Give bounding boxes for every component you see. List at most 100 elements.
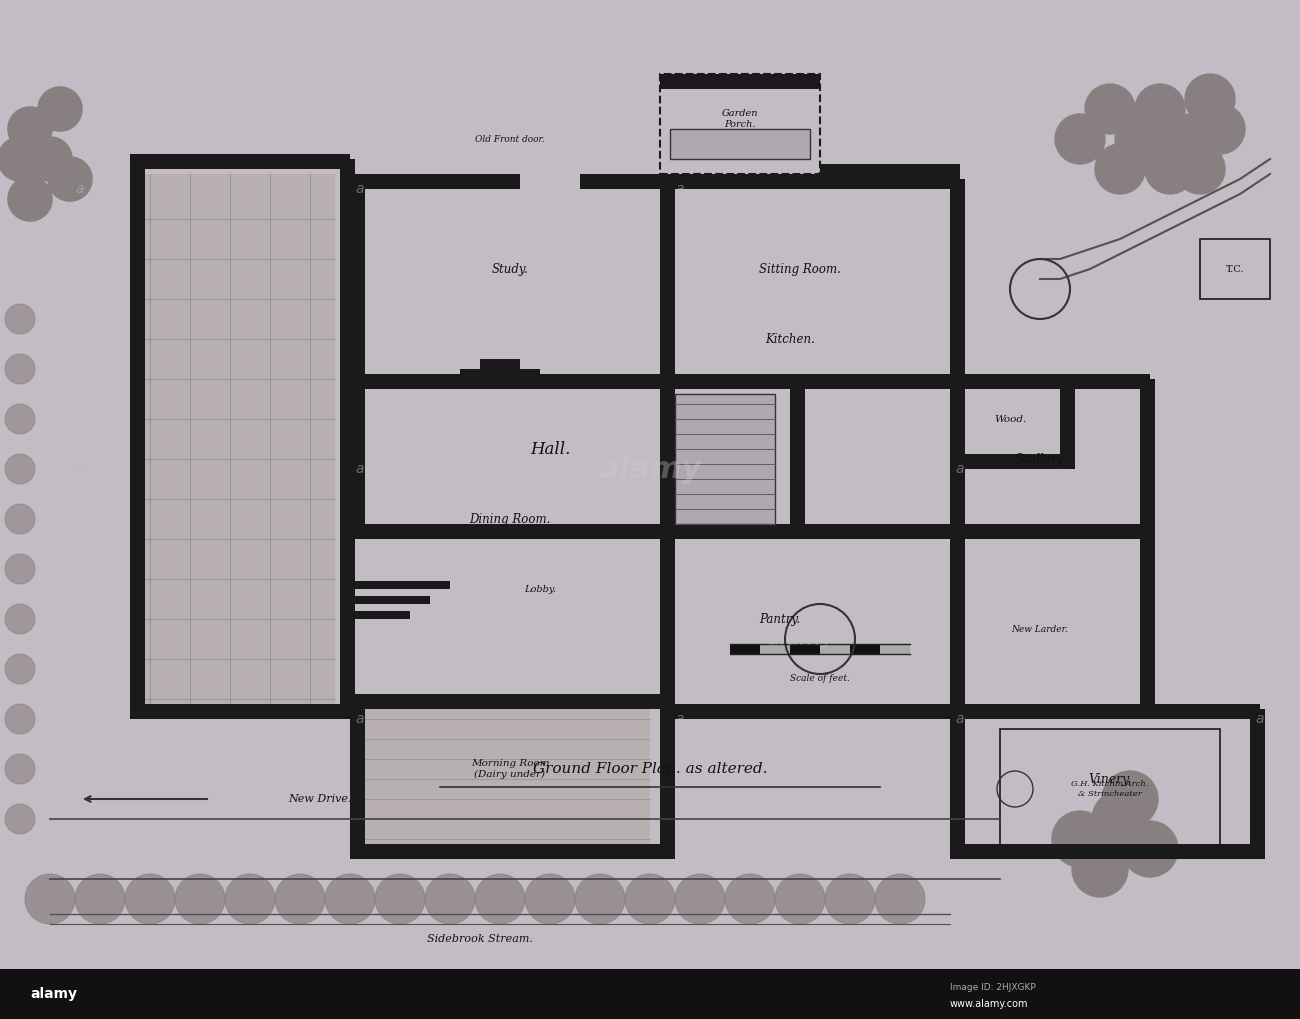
Text: a: a [356,462,364,476]
Bar [820,644,850,654]
Text: a: a [676,182,684,196]
Circle shape [25,874,75,924]
Bar [350,174,670,189]
Circle shape [575,874,625,924]
Text: www.alamy.com: www.alamy.com [950,999,1028,1009]
Circle shape [5,804,35,834]
Bar [0,969,1300,1019]
Circle shape [1095,144,1145,194]
Bar [950,179,965,389]
Circle shape [276,874,325,924]
Bar [1140,379,1154,539]
Circle shape [474,874,525,924]
Bar [660,179,675,389]
Text: Garden
Porch.: Garden Porch. [722,109,758,128]
Circle shape [725,874,775,924]
Text: T.C.: T.C. [1226,265,1244,273]
Bar [660,74,820,89]
Circle shape [29,137,72,181]
Bar [350,699,365,859]
Circle shape [75,874,125,924]
Text: a: a [676,712,684,726]
Bar [350,374,670,389]
Circle shape [1135,84,1186,135]
Bar [950,374,1070,389]
Bar [350,596,430,604]
Bar [660,379,675,709]
Text: Image ID: 2HJXGKP: Image ID: 2HJXGKP [950,982,1036,991]
Bar [731,644,760,654]
Bar [660,374,959,389]
Bar [130,704,350,719]
Bar [790,644,820,654]
Bar [350,524,959,539]
Circle shape [5,304,35,334]
Text: a: a [75,462,84,476]
Circle shape [5,654,35,684]
Bar [350,694,670,709]
Bar [950,844,1260,859]
Bar [760,644,790,654]
Circle shape [125,874,176,924]
Circle shape [5,704,35,734]
Bar [950,179,965,539]
Text: Scullery.: Scullery. [1014,452,1066,466]
Bar [350,611,410,619]
Bar [460,369,540,389]
Text: a: a [956,462,965,476]
Circle shape [5,354,35,384]
Text: Kitchen.: Kitchen. [766,332,815,345]
Bar [790,389,805,539]
Circle shape [5,504,35,534]
Circle shape [1122,821,1178,877]
Bar [350,179,365,539]
Circle shape [826,874,875,924]
Circle shape [0,137,42,181]
Text: Wood.: Wood. [994,415,1026,424]
Circle shape [1115,114,1165,164]
Bar [350,844,670,859]
Bar [660,704,959,719]
Bar [880,644,910,654]
Bar [1060,379,1075,469]
Text: Lobby.: Lobby. [524,585,556,593]
Circle shape [1072,841,1128,897]
Text: Morning Room
(Dairy under): Morning Room (Dairy under) [471,759,550,779]
Bar [660,524,800,539]
Circle shape [775,874,826,924]
Circle shape [374,874,425,924]
Text: New Larder.: New Larder. [1011,625,1069,634]
Text: a: a [356,182,364,196]
Circle shape [8,107,52,151]
Circle shape [48,157,92,201]
Text: Hall.: Hall. [530,440,571,458]
Bar [1140,529,1154,719]
Bar [1251,709,1265,859]
Bar [670,129,810,159]
Bar [130,159,146,719]
Bar [341,159,355,719]
Circle shape [1175,144,1225,194]
Circle shape [5,604,35,634]
Text: Sidebrook Stream.: Sidebrook Stream. [428,934,533,944]
Text: G.H. Kitchin Arch.
& Strincheater: G.H. Kitchin Arch. & Strincheater [1071,781,1149,798]
Bar [480,359,520,389]
Bar [950,704,1150,719]
Bar [1200,239,1270,299]
Circle shape [1186,74,1235,124]
Text: Scale of feet.: Scale of feet. [790,674,850,683]
Circle shape [176,874,225,924]
Circle shape [225,874,276,924]
Text: Pantry.: Pantry. [759,612,801,626]
Text: Vinery.: Vinery. [1088,772,1132,786]
Text: Study.: Study. [491,263,528,275]
Bar [950,709,965,859]
Bar [660,699,675,859]
Circle shape [1145,144,1195,194]
Bar [820,164,959,179]
Circle shape [1056,114,1105,164]
Circle shape [1086,84,1135,135]
Text: Dining Room.: Dining Room. [469,513,551,526]
Circle shape [1102,771,1158,827]
Bar [1000,729,1219,849]
